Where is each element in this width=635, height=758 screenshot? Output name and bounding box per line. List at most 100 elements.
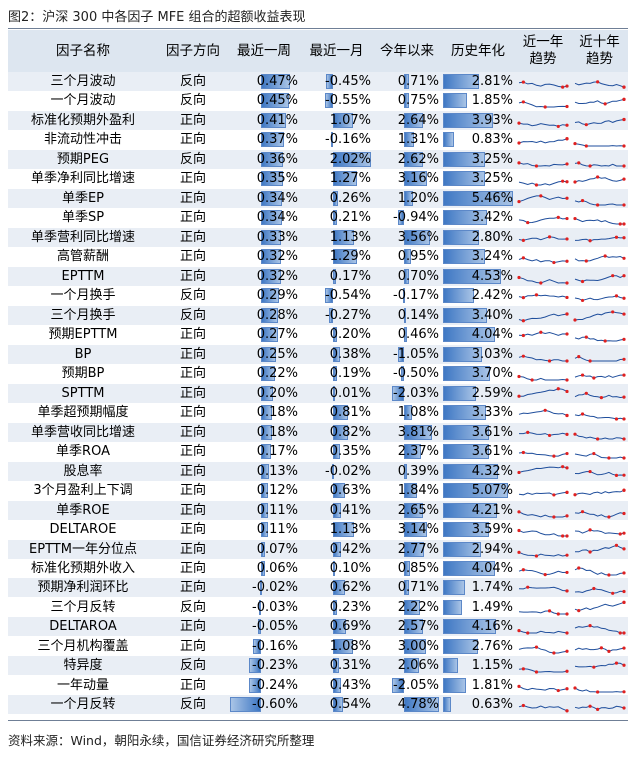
value-text: 1.08% — [397, 405, 439, 421]
value-text: 3.61% — [471, 444, 513, 460]
ytd-cell: 3.81% — [373, 423, 441, 442]
value-text: 2.57% — [397, 619, 439, 635]
value-text: 0.63% — [329, 483, 371, 499]
sparkline-marker — [622, 85, 626, 89]
sparkline-marker — [573, 432, 577, 436]
sparkline-marker — [534, 670, 539, 674]
w1-cell: 0.18% — [228, 403, 300, 422]
trend-10y-sparkline — [573, 268, 626, 285]
value-bar — [443, 638, 479, 654]
value-bar — [402, 288, 405, 304]
sparkline-marker — [517, 528, 521, 533]
value-bar — [330, 132, 333, 148]
value-bar — [261, 249, 281, 265]
value-text: 0.42% — [329, 541, 371, 557]
m1-cell: 1.13% — [300, 520, 373, 539]
hist-cell: 2.94% — [441, 540, 515, 559]
value-text: 2.42% — [471, 288, 513, 304]
sparkline-marker — [543, 105, 547, 110]
trend-1y-sparkline — [517, 92, 569, 110]
trend-10y-sparkline — [573, 307, 626, 324]
value-bar — [443, 424, 490, 440]
sparkline-path — [574, 355, 625, 362]
value-bar — [443, 74, 480, 89]
hist-cell: 3.70% — [441, 364, 515, 383]
sparkline-marker — [565, 490, 569, 495]
sparkline-path — [518, 685, 568, 692]
value-text: 0.54% — [329, 697, 371, 713]
trend-1y-sparkline — [517, 190, 569, 207]
factor-direction: 正向 — [179, 132, 206, 148]
value-bar — [443, 522, 490, 538]
header-ytd: 今年以来 — [380, 42, 434, 59]
trend-1y-sparkline — [517, 131, 569, 148]
w1-cell: 0.25% — [228, 345, 300, 364]
value-bar — [248, 677, 261, 693]
value-bar — [261, 288, 279, 304]
factor-name: 一个月波动 — [50, 93, 116, 109]
trend-1y-sparkline — [517, 229, 569, 246]
sparkline-marker — [517, 509, 521, 513]
sparkline-marker — [547, 609, 552, 613]
sparkline-marker — [547, 359, 552, 363]
sparkline-marker — [622, 373, 626, 377]
sparkline-marker — [565, 570, 569, 575]
table-row: 单季营利同比增速 正向 0.33% 1.13% 3.56% 2.80% — [8, 227, 628, 247]
value-bar — [258, 619, 261, 635]
value-text: 1.81% — [471, 677, 513, 693]
w1-cell: 0.35% — [228, 169, 300, 188]
value-bar — [333, 327, 337, 343]
ytd-cell: 0.85% — [373, 559, 441, 578]
hist-cell: 2.59% — [441, 384, 515, 403]
value-bar — [333, 366, 337, 382]
value-bar — [443, 619, 497, 635]
value-bar — [404, 541, 425, 557]
sparkline-marker — [517, 161, 521, 165]
ytd-cell: 3.56% — [373, 228, 441, 247]
w1-cell: -0.23% — [228, 656, 300, 675]
value-bar — [443, 112, 494, 128]
ytd-cell: 2.62% — [373, 150, 441, 169]
factor-direction: 正向 — [179, 229, 206, 245]
table-row: 标准化预期外收入 正向 0.06% 0.10% 0.85% 4.04% — [8, 559, 628, 578]
value-text: 0.23% — [329, 599, 371, 615]
sparkline-marker — [565, 631, 569, 636]
w1-cell: 0.29% — [228, 286, 300, 305]
sparkline-marker — [596, 175, 600, 179]
value-text: 4.32% — [471, 463, 513, 479]
trend-10y-sparkline — [573, 696, 626, 713]
hist-cell: 3.24% — [441, 247, 515, 266]
ytd-cell: 0.71% — [373, 72, 441, 91]
sparkline-marker — [565, 686, 569, 691]
w1-cell: 0.37% — [228, 130, 300, 149]
sparkline-marker — [622, 337, 626, 342]
sparkline-marker — [611, 310, 615, 314]
sparkline-marker — [526, 430, 530, 434]
factor-name: 标准化预期外盈利 — [30, 112, 135, 128]
m1-cell: 0.69% — [300, 617, 373, 636]
sparkline-marker — [565, 259, 569, 264]
value-bar — [443, 561, 495, 576]
m1-cell: 0.82% — [300, 423, 373, 442]
sparkline-marker — [565, 553, 569, 557]
factor-name: 三个月机构覆盖 — [37, 638, 129, 654]
value-text: 2.06% — [397, 658, 439, 674]
ytd-cell: 1.08% — [373, 403, 441, 422]
sparkline-path — [518, 355, 567, 362]
sparkline-marker — [614, 235, 619, 239]
sparkline-marker — [622, 98, 626, 102]
factor-direction: 正向 — [179, 638, 206, 654]
ytd-cell: 1.20% — [373, 189, 441, 208]
hist-cell: 1.74% — [441, 578, 515, 597]
sparkline-marker — [565, 281, 569, 285]
ytd-cell: 0.95% — [373, 247, 441, 266]
trend-10y-sparkline — [573, 424, 626, 441]
sparkline-marker — [622, 631, 626, 636]
ytd-cell: 3.14% — [373, 520, 441, 539]
sparkline-marker — [580, 198, 585, 203]
ytd-cell: -0.50% — [373, 364, 441, 383]
value-bar — [261, 424, 273, 440]
m1-cell: 0.17% — [300, 267, 373, 286]
sparkline-marker — [622, 664, 626, 668]
value-bar — [333, 171, 357, 187]
